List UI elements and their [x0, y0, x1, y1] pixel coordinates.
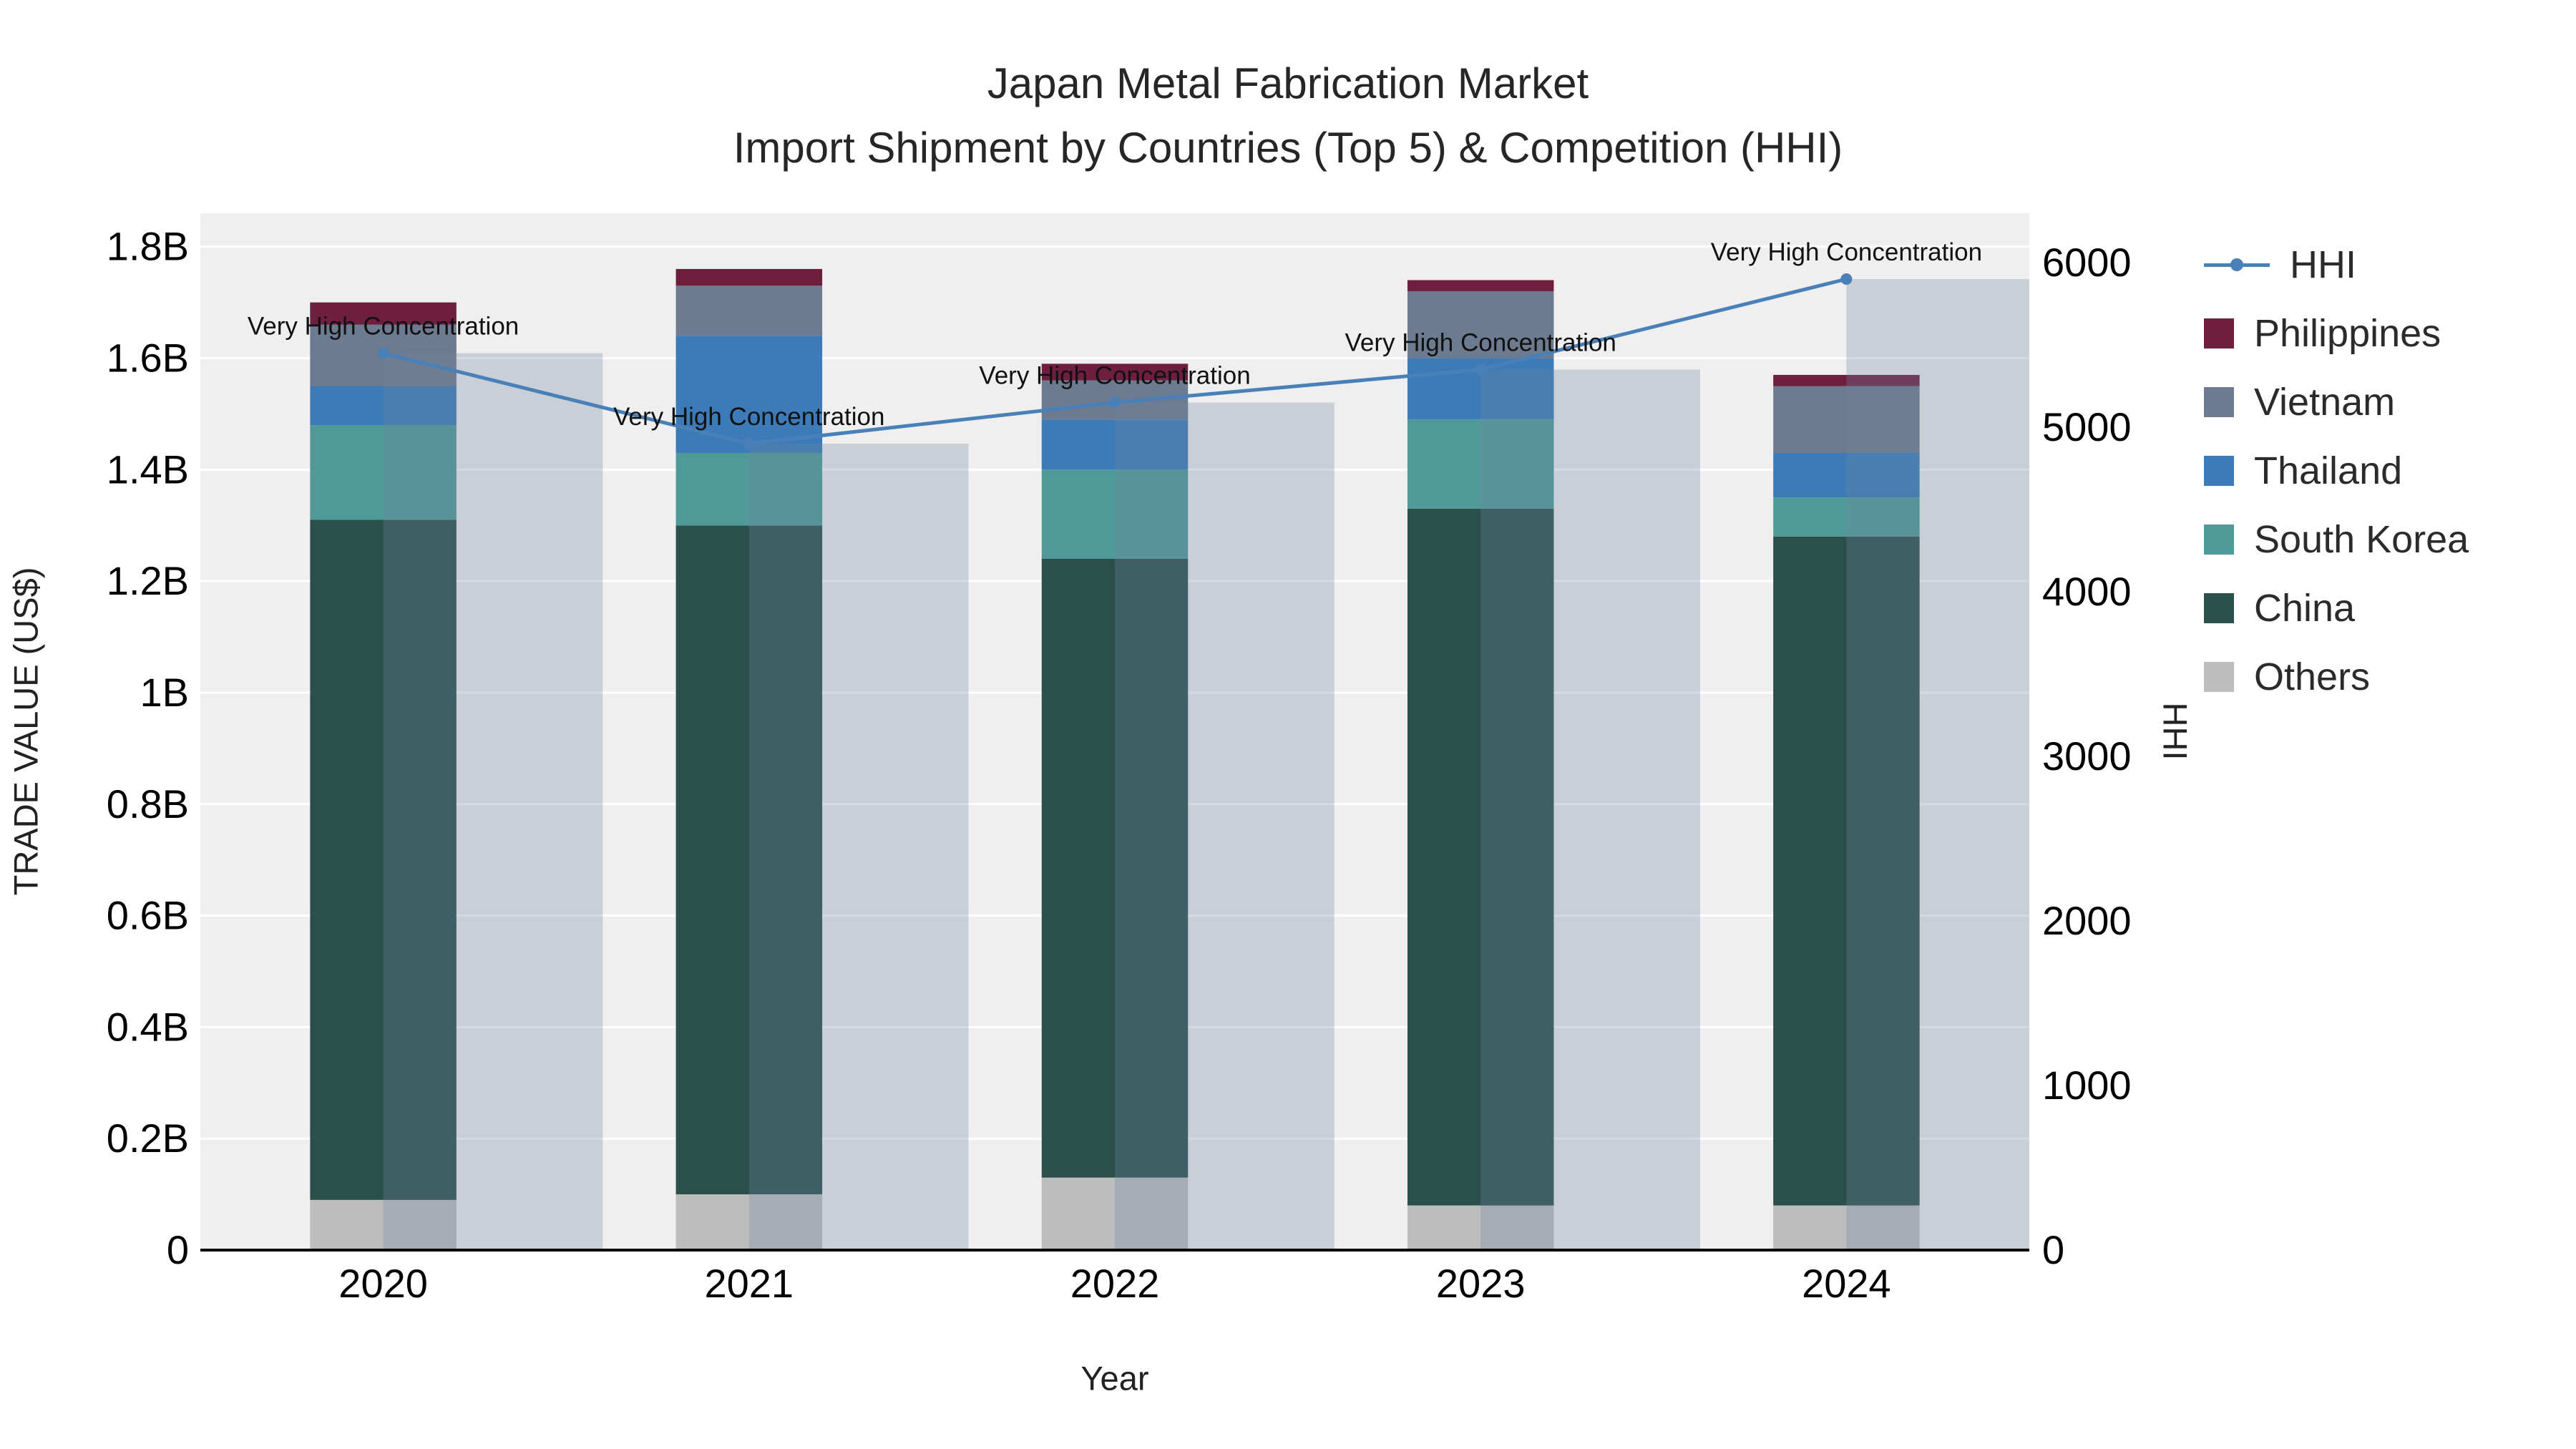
- legend-swatch-thailand: [2204, 456, 2234, 486]
- hhi-marker-2024[interactable]: [1840, 273, 1853, 285]
- bar-vietnam-2021[interactable]: [675, 286, 823, 336]
- bar-thailand-2020[interactable]: [310, 386, 457, 426]
- y-axis-left-title: TRADE VALUE (US$): [6, 567, 45, 896]
- ytick-left-0.4B: 0.4B: [107, 1004, 189, 1049]
- hhi-band-2023: [1480, 369, 1700, 1250]
- hhi-marker-2020[interactable]: [377, 347, 389, 359]
- ytick-right-2000: 2000: [2042, 898, 2132, 943]
- ytick-left-0.8B: 0.8B: [107, 781, 189, 826]
- legend-item-others[interactable]: Others: [2204, 643, 2469, 711]
- xtick-2024: 2024: [1802, 1261, 1891, 1306]
- bar-thailand-2022[interactable]: [1041, 419, 1189, 470]
- ytick-left-1.8B: 1.8B: [107, 224, 189, 269]
- legend-item-thailand[interactable]: Thailand: [2204, 436, 2469, 505]
- bar-vietnam-2023[interactable]: [1407, 291, 1554, 358]
- bar-china-2024[interactable]: [1773, 536, 1920, 1206]
- x-axis-title: Year: [1080, 1359, 1149, 1397]
- bar-others-2024[interactable]: [1773, 1205, 1920, 1250]
- legend-swatch-philippines: [2204, 318, 2234, 348]
- hhi-marker-2021[interactable]: [743, 438, 755, 449]
- bar-south-korea-2021[interactable]: [675, 452, 823, 526]
- legend-item-south-korea[interactable]: South Korea: [2204, 505, 2469, 574]
- ytick-left-1.2B: 1.2B: [107, 558, 189, 603]
- ytick-right-5000: 5000: [2042, 404, 2132, 449]
- bar-china-2021[interactable]: [675, 525, 823, 1195]
- bar-others-2021[interactable]: [675, 1194, 823, 1250]
- bar-thailand-2021[interactable]: [675, 336, 823, 453]
- bar-others-2023[interactable]: [1407, 1205, 1554, 1250]
- annotation-2023: Very High Concentration: [1345, 329, 1616, 357]
- legend-label-others: Others: [2254, 655, 2371, 698]
- ytick-right-3000: 3000: [2042, 733, 2132, 779]
- annotation-2021: Very High Concentration: [613, 403, 884, 431]
- legend-item-china[interactable]: China: [2204, 574, 2469, 643]
- bar-others-2020[interactable]: [310, 1199, 457, 1250]
- chart-title-line2: Import Shipment by Countries (Top 5) & C…: [733, 124, 1843, 172]
- legend-swatch-south-korea: [2204, 525, 2234, 555]
- bar-thailand-2024[interactable]: [1773, 452, 1920, 498]
- ytick-left-0: 0: [167, 1227, 189, 1272]
- bar-philippines-2022[interactable]: [1041, 364, 1189, 381]
- hhi-band-2020: [383, 353, 603, 1250]
- ytick-left-1B: 1B: [140, 670, 190, 715]
- y-axis-right-title: HHI: [2156, 702, 2195, 761]
- hhi-band-2024: [1846, 279, 2029, 1250]
- ytick-right-6000: 6000: [2042, 240, 2132, 285]
- legend-label-china: China: [2254, 587, 2356, 630]
- bar-south-korea-2024[interactable]: [1773, 497, 1920, 537]
- xtick-2023: 2023: [1436, 1261, 1526, 1306]
- ytick-left-0.6B: 0.6B: [107, 893, 189, 938]
- ytick-left-1.6B: 1.6B: [107, 336, 189, 381]
- legend-item-hhi[interactable]: HHI: [2204, 230, 2469, 299]
- bar-philippines-2023[interactable]: [1407, 280, 1554, 292]
- xtick-2021: 2021: [705, 1261, 794, 1306]
- legend-item-vietnam[interactable]: Vietnam: [2204, 368, 2469, 436]
- ytick-right-1000: 1000: [2042, 1063, 2132, 1108]
- hhi-marker-2023[interactable]: [1475, 364, 1487, 376]
- bar-china-2022[interactable]: [1041, 559, 1189, 1178]
- bar-philippines-2020[interactable]: [310, 302, 457, 325]
- bar-south-korea-2023[interactable]: [1407, 419, 1554, 509]
- legend: HHI Philippines Vietnam Thailand South Korea…: [2204, 230, 2469, 711]
- annotation-2024: Very High Concentration: [1711, 238, 1982, 266]
- ytick-right-4000: 4000: [2042, 569, 2132, 614]
- legend-label-thailand: Thailand: [2254, 449, 2403, 492]
- bar-others-2022[interactable]: [1041, 1177, 1189, 1250]
- hhi-marker-2022[interactable]: [1109, 396, 1121, 409]
- ytick-right-0: 0: [2042, 1227, 2064, 1272]
- bar-south-korea-2022[interactable]: [1041, 469, 1189, 559]
- bar-china-2023[interactable]: [1407, 508, 1554, 1206]
- ytick-left-1.4B: 1.4B: [107, 447, 189, 492]
- annotation-2022: Very High Concentration: [979, 362, 1250, 390]
- legend-swatch-china: [2204, 593, 2234, 623]
- chart-title: Japan Metal Fabrication Market Import Sh…: [0, 52, 2576, 180]
- legend-swatch-vietnam: [2204, 387, 2234, 417]
- legend-label-vietnam: Vietnam: [2254, 381, 2396, 424]
- bar-south-korea-2020[interactable]: [310, 425, 457, 520]
- bar-philippines-2024[interactable]: [1773, 374, 1920, 386]
- xtick-2020: 2020: [338, 1261, 428, 1306]
- legend-line-symbol: [2204, 258, 2270, 271]
- legend-item-philippines[interactable]: Philippines: [2204, 299, 2469, 368]
- xtick-2022: 2022: [1070, 1261, 1160, 1306]
- legend-label-hhi: HHI: [2290, 243, 2356, 286]
- legend-label-philippines: Philippines: [2254, 312, 2441, 355]
- legend-swatch-others: [2204, 662, 2234, 692]
- bar-philippines-2021[interactable]: [675, 268, 823, 286]
- hhi-band-2022: [1115, 402, 1335, 1250]
- bar-vietnam-2024[interactable]: [1773, 386, 1920, 453]
- annotation-2020: Very High Concentration: [248, 313, 519, 341]
- bar-china-2020[interactable]: [310, 519, 457, 1200]
- chart-title-line1: Japan Metal Fabrication Market: [987, 59, 1589, 107]
- ytick-left-0.2B: 0.2B: [107, 1116, 189, 1161]
- legend-label-south-korea: South Korea: [2254, 518, 2469, 561]
- hhi-band-2021: [748, 444, 969, 1250]
